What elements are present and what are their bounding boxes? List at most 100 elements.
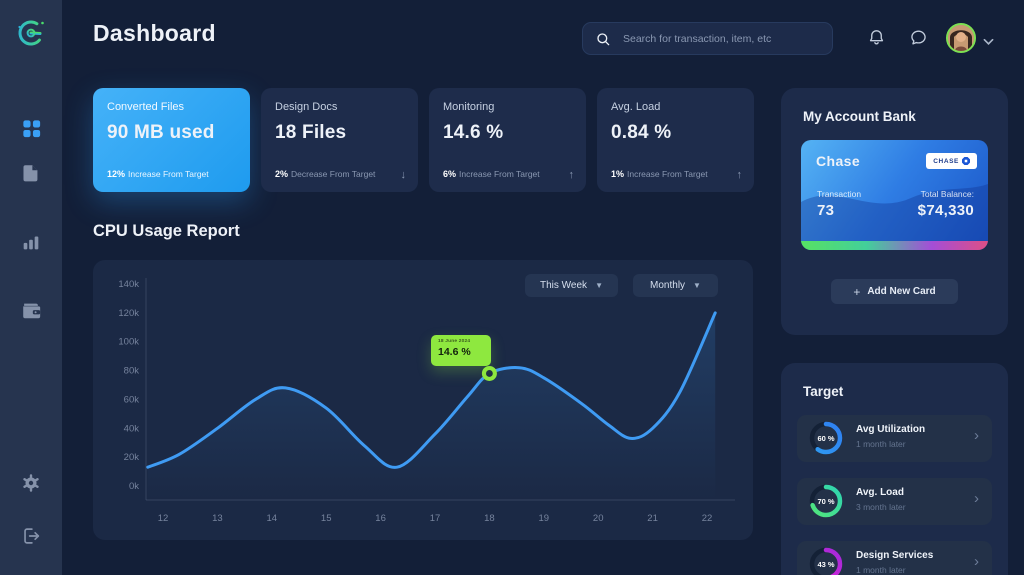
transaction-value: 73 xyxy=(817,202,835,219)
stat-delta-text: Increase From Target xyxy=(128,169,209,179)
stat-delta-pct: 6% xyxy=(443,169,457,179)
x-tick: 21 xyxy=(647,513,658,524)
stat-card-avg-load: Avg. Load 0.84 % 1% Increase From Target … xyxy=(597,88,754,192)
chevron-down-icon: ▼ xyxy=(595,281,603,290)
bank-brand-label: CHASE xyxy=(933,157,959,165)
progress-ring-svg xyxy=(809,421,843,455)
target-item-label: Design Services xyxy=(856,550,934,561)
cpu-usage-chart: 0k 20k 40k 60k 80k 100k 120k 140k 12 13 14 15 16 17 18… xyxy=(118,278,735,524)
bar-chart-icon xyxy=(23,236,39,250)
profile-menu-toggle[interactable] xyxy=(983,33,994,51)
x-tick: 18 xyxy=(484,513,495,524)
chase-octagon-icon xyxy=(962,157,970,165)
target-item-avg-utilization[interactable]: 60 % Avg Utilization 1 month later › xyxy=(797,415,992,462)
stat-delta: 12% Increase From Target xyxy=(107,169,209,179)
messages-button[interactable] xyxy=(909,28,928,52)
stat-delta-pct: 1% xyxy=(611,169,625,179)
chart-tooltip: 18 June 2024 14.6 % xyxy=(431,335,491,366)
progress-ring: 43 % xyxy=(808,546,844,575)
sidebar-item-wallet[interactable] xyxy=(0,299,62,321)
chevron-right-icon: › xyxy=(974,553,979,570)
plus-icon: + xyxy=(853,284,861,299)
stat-card-design-docs: Design Docs 18 Files 2% Decrease From Tar… xyxy=(261,88,418,192)
app-logo[interactable] xyxy=(0,16,62,50)
ring-percent: 60 % xyxy=(817,433,835,443)
stat-delta: 1% Increase From Target xyxy=(611,169,708,179)
progress-ring-svg xyxy=(809,547,843,575)
target-item-label: Avg. Load xyxy=(856,487,904,498)
target-item-sub: 1 month later xyxy=(856,439,906,449)
search-icon xyxy=(597,32,610,45)
sidebar-item-dashboard[interactable] xyxy=(0,117,62,140)
add-new-card-button[interactable]: + Add New Card xyxy=(831,279,958,304)
range-dropdown-value: This Week xyxy=(540,280,588,291)
chart-area-fill xyxy=(147,312,716,500)
stat-delta-pct: 12% xyxy=(107,169,126,179)
chevron-right-icon: › xyxy=(974,427,979,444)
sidebar-item-files[interactable] xyxy=(0,162,62,184)
notifications-button[interactable] xyxy=(867,28,886,52)
progress-ring-svg xyxy=(809,484,843,518)
sidebar-item-logout[interactable] xyxy=(0,525,62,547)
x-tick: 22 xyxy=(702,513,713,524)
sidebar-item-settings[interactable] xyxy=(0,472,62,494)
x-tick: 14 xyxy=(267,513,278,524)
page-title: Dashboard xyxy=(93,20,216,46)
target-item-sub: 1 month later xyxy=(856,565,906,575)
chase-bank-card: Chase CHASE Transaction 73 Total Balance… xyxy=(801,140,988,250)
progress-ring: 60 % xyxy=(808,420,844,456)
bell-icon xyxy=(869,30,884,45)
bank-panel: My Account Bank Chase CHASE Transaction … xyxy=(781,88,1008,335)
user-avatar[interactable] xyxy=(946,23,976,53)
ring-percent: 70 % xyxy=(817,496,835,506)
search-bar[interactable] xyxy=(582,22,833,55)
stat-value: 90 MB used xyxy=(107,122,215,143)
chat-icon xyxy=(911,30,926,45)
arrow-down-icon: ↓ xyxy=(400,169,407,181)
logout-icon xyxy=(24,528,40,544)
x-tick: 13 xyxy=(212,513,223,524)
wallet-icon xyxy=(23,303,41,319)
bank-card-name: Chase xyxy=(816,153,861,169)
stat-card-converted-files: Converted Files 90 MB used 12% Increase F… xyxy=(93,88,250,192)
target-panel: Target 60 % Avg Utilization 1 month late… xyxy=(781,363,1008,575)
tooltip-date: 18 June 2024 xyxy=(438,339,471,344)
stat-delta-text: Increase From Target xyxy=(627,169,708,179)
x-tick: 20 xyxy=(593,513,604,524)
y-tick: 0k xyxy=(129,481,139,492)
chart-section-title: CPU Usage Report xyxy=(93,222,240,240)
gear-icon xyxy=(23,474,39,492)
x-tick: 19 xyxy=(539,513,550,524)
range-dropdown[interactable]: This Week ▼ xyxy=(525,274,618,297)
chevron-right-icon: › xyxy=(974,490,979,507)
stat-value: 18 Files xyxy=(275,122,347,143)
x-tick: 12 xyxy=(158,513,169,524)
target-item-label: Avg Utilization xyxy=(856,424,926,435)
stat-delta: 2% Decrease From Target xyxy=(275,169,375,179)
dashboard-grid-icon xyxy=(22,120,40,138)
chart-marker-center xyxy=(486,370,493,377)
y-tick: 100k xyxy=(118,337,139,348)
add-new-card-label: Add New Card xyxy=(867,286,936,297)
transaction-label: Transaction xyxy=(817,189,862,199)
stat-delta-text: Decrease From Target xyxy=(291,169,376,179)
stat-delta-text: Increase From Target xyxy=(459,169,540,179)
stat-label: Avg. Load xyxy=(611,101,661,113)
tooltip-value: 14.6 % xyxy=(438,346,471,358)
x-tick: 16 xyxy=(375,513,386,524)
target-item-design-services[interactable]: 43 % Design Services 1 month later › xyxy=(797,541,992,575)
target-item-avg-load[interactable]: 70 % Avg. Load 3 month later › xyxy=(797,478,992,525)
stat-value: 14.6 % xyxy=(443,122,504,143)
y-tick: 40k xyxy=(124,423,140,434)
search-input[interactable] xyxy=(621,31,820,46)
card-wave-decoration xyxy=(801,184,988,250)
stat-card-monitoring: Monitoring 14.6 % 6% Increase From Target… xyxy=(429,88,586,192)
bank-panel-title: My Account Bank xyxy=(803,109,916,124)
interval-dropdown[interactable]: Monthly ▼ xyxy=(633,274,718,297)
arrow-up-icon: ↑ xyxy=(568,169,575,181)
y-tick: 80k xyxy=(124,366,140,377)
sidebar-item-analytics[interactable] xyxy=(0,231,62,253)
y-tick: 140k xyxy=(118,279,139,290)
stat-delta: 6% Increase From Target xyxy=(443,169,540,179)
progress-ring: 70 % xyxy=(808,483,844,519)
